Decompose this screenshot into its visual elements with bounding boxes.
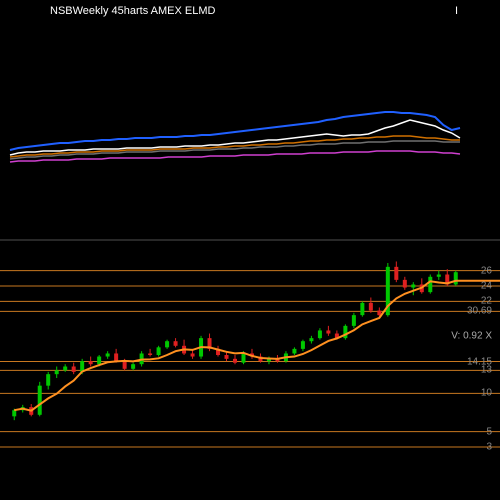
y-label: V: 0.92 X xyxy=(451,330,492,341)
y-label: 13 xyxy=(481,365,492,376)
stock-chart: NSBWeekly 45harts AMEX ELMD I 26242230.6… xyxy=(0,0,500,500)
y-label: 5 xyxy=(486,426,492,437)
chart-canvas xyxy=(0,0,500,500)
y-label: 3 xyxy=(486,442,492,453)
y-label: 10 xyxy=(481,388,492,399)
y-label: 30.69 xyxy=(467,306,492,317)
y-label: 24 xyxy=(481,281,492,292)
y-label: 26 xyxy=(481,265,492,276)
